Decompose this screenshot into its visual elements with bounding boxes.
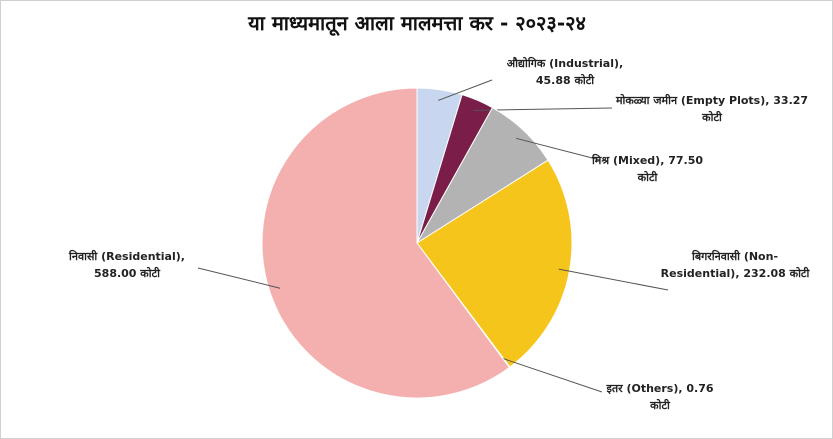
data-label: मिश्र (Mixed), 77.50 कोटी bbox=[590, 152, 705, 186]
category-label: मोकळ्या जमीन (Empty Plots), bbox=[615, 94, 770, 107]
data-label: मोकळ्या जमीन (Empty Plots), 33.27 कोटी bbox=[612, 92, 812, 126]
data-label: औद्योगिक (Industrial), 45.88 कोटी bbox=[490, 55, 640, 89]
leader-line bbox=[438, 79, 493, 101]
category-label: इतर (Others), bbox=[606, 382, 683, 395]
value-label: 0.76 कोटी bbox=[650, 382, 714, 412]
leader-line bbox=[197, 267, 281, 289]
leader-line bbox=[558, 268, 669, 291]
chart-title: या माध्यमातून आला मालमत्ता कर - २०२३-२४ bbox=[247, 11, 586, 36]
category-label: निवासी (Residential), bbox=[69, 250, 185, 263]
leader-line bbox=[502, 358, 603, 393]
value-label: 45.88 कोटी bbox=[535, 74, 595, 87]
value-label: 33.27 कोटी bbox=[702, 94, 809, 124]
category-label: बिगरनिवासी (Non-Residential), bbox=[660, 250, 779, 280]
data-label: निवासी (Residential), 588.00 कोटी bbox=[52, 248, 202, 282]
data-label: बिगरनिवासी (Non-Residential), 232.08 कोट… bbox=[660, 248, 810, 282]
pie-slice bbox=[261, 87, 511, 399]
leader-line bbox=[515, 137, 601, 161]
value-label: 588.00 कोटी bbox=[94, 267, 160, 280]
value-label: 232.08 कोटी bbox=[743, 267, 810, 280]
value-label: 77.50 कोटी bbox=[637, 154, 704, 184]
category-label: औद्योगिक (Industrial), bbox=[506, 57, 624, 70]
category-label: मिश्र (Mixed), bbox=[591, 154, 665, 167]
data-label: इतर (Others), 0.76 कोटी bbox=[600, 380, 720, 414]
